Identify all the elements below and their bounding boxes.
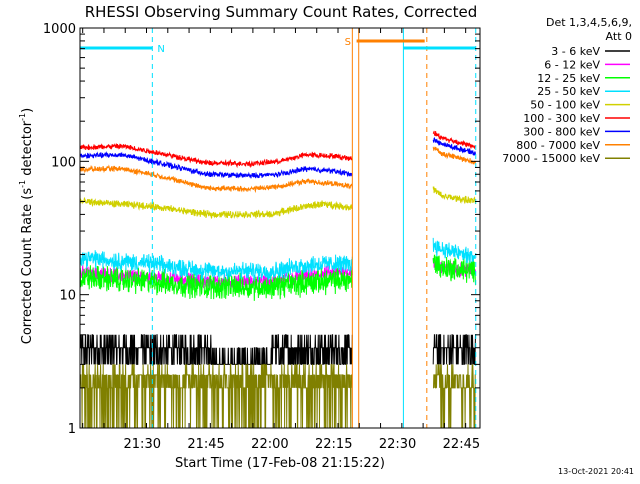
series-7 bbox=[80, 137, 476, 179]
legend-label-2: 6 - 12 keV bbox=[544, 58, 600, 71]
series-8-segment-1 bbox=[80, 164, 353, 194]
series-8-segment-2 bbox=[432, 146, 476, 165]
legend-label-8: 800 - 7000 keV bbox=[516, 139, 600, 152]
plot-frame bbox=[79, 27, 481, 429]
series-3 bbox=[80, 254, 476, 301]
footer-timestamp: 13-Oct-2021 20:41 bbox=[558, 467, 634, 476]
y-axis-label: Corrected Count Rate (s-1 detector-1) bbox=[18, 108, 35, 344]
series-6-segment-1 bbox=[80, 143, 353, 169]
series-8 bbox=[80, 146, 476, 194]
series-4-segment-2 bbox=[432, 237, 476, 264]
x-tick-label: 21:45 bbox=[187, 437, 224, 452]
series-6-segment-2 bbox=[432, 130, 476, 150]
series-5-segment-2 bbox=[432, 186, 476, 205]
series-7-segment-1 bbox=[80, 151, 353, 179]
legend-label-1: 3 - 6 keV bbox=[551, 45, 600, 58]
x-tick-label: 22:15 bbox=[315, 437, 352, 452]
legend-header-detectors: Det 1,3,4,5,6,9, bbox=[546, 16, 632, 29]
series-3-segment-1 bbox=[80, 265, 353, 301]
legend-label-4: 25 - 50 keV bbox=[537, 85, 600, 98]
chart-title: RHESSI Observing Summary Count Rates, Co… bbox=[85, 3, 478, 21]
legend-label-5: 50 - 100 keV bbox=[530, 99, 600, 112]
series-9-segment-1 bbox=[80, 363, 353, 428]
series-6 bbox=[80, 130, 476, 169]
series-1-segment-2 bbox=[432, 334, 476, 365]
x-tick-label: 21:30 bbox=[124, 437, 161, 452]
flag-label-2: S bbox=[345, 37, 351, 48]
y-tick-label: 100 bbox=[51, 155, 76, 170]
series-3-segment-2 bbox=[432, 254, 476, 286]
series-9 bbox=[80, 363, 476, 428]
x-axis-label: Start Time (17-Feb-08 21:15:22) bbox=[175, 456, 385, 471]
x-tick-label: 22:00 bbox=[251, 437, 288, 452]
series-5 bbox=[80, 186, 476, 220]
legend-label-6: 100 - 300 keV bbox=[523, 112, 600, 125]
legend-header-attenuator: Att 0 bbox=[606, 30, 632, 43]
series-7-segment-2 bbox=[432, 137, 476, 156]
x-tick-label: 22:30 bbox=[379, 437, 416, 452]
legend-label-9: 7000 - 15000 keV bbox=[502, 152, 600, 165]
plot-content: NS bbox=[80, 28, 477, 428]
legend-label-3: 12 - 25 keV bbox=[537, 72, 600, 85]
series-1 bbox=[80, 334, 476, 365]
series-5-segment-1 bbox=[80, 197, 353, 220]
legend-label-7: 300 - 800 keV bbox=[523, 125, 600, 138]
y-tick-label: 1 bbox=[68, 422, 76, 437]
flag-label-1: N bbox=[157, 44, 164, 55]
axes-layer: 1 10 100 1000 21:30 21:45 22:00 22:15 22:30 22:45 bbox=[43, 22, 481, 452]
x-tick-label: 22:45 bbox=[443, 437, 480, 452]
series-4-segment-1 bbox=[80, 250, 353, 281]
series-1-segment-1 bbox=[80, 334, 353, 365]
series-4 bbox=[80, 237, 476, 281]
series-9-segment-2 bbox=[433, 364, 476, 428]
y-tick-label: 1000 bbox=[43, 22, 76, 37]
y-tick-label: 10 bbox=[59, 289, 76, 304]
